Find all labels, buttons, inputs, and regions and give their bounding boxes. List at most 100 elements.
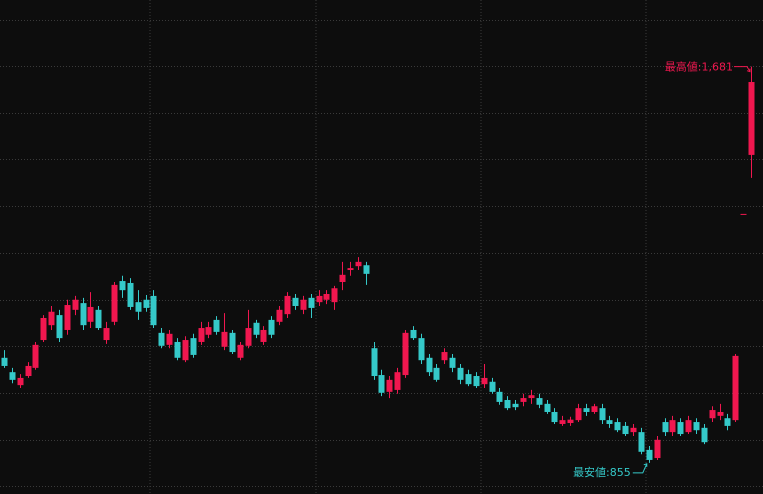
candle-body	[536, 398, 543, 405]
candle-body	[520, 398, 527, 402]
candle-body	[143, 299, 150, 308]
candle-body	[669, 420, 676, 433]
candle-body	[402, 332, 409, 376]
candle-body	[489, 381, 496, 392]
candle-body	[182, 340, 189, 361]
candle-body	[355, 261, 362, 267]
candle-body	[559, 420, 566, 424]
candle-body	[17, 377, 24, 386]
candle-body	[363, 265, 370, 274]
candle-body	[48, 311, 55, 326]
candle-body	[253, 322, 260, 335]
candle-body	[300, 299, 307, 310]
candle-body	[87, 306, 94, 322]
candle-body	[740, 213, 747, 215]
candle-body	[166, 333, 173, 345]
candle-body	[465, 374, 472, 385]
candle-body	[575, 408, 582, 421]
annotation-label: 最高値:1,681	[665, 60, 733, 74]
candle-body	[662, 422, 669, 433]
candle-body	[496, 391, 503, 402]
candle-body	[1, 357, 8, 366]
candle-body	[449, 357, 456, 368]
annotation-arrow	[632, 463, 648, 474]
candle-body	[677, 422, 684, 435]
candle-body	[284, 295, 291, 315]
candle-body	[551, 411, 558, 423]
candle-body	[481, 377, 488, 385]
candle-body	[410, 329, 417, 339]
candle-body	[347, 268, 354, 271]
candle-body	[323, 294, 330, 300]
candle-body	[213, 319, 220, 332]
vertical-grid	[149, 0, 647, 494]
candle-body	[119, 281, 126, 291]
candle-body	[331, 288, 338, 303]
candle-body	[418, 338, 425, 361]
candle-body	[339, 274, 346, 283]
candle-body	[9, 372, 16, 380]
candle-body	[64, 305, 71, 330]
candle-body	[260, 329, 267, 342]
candle-body	[654, 439, 661, 459]
candle-body	[544, 403, 551, 412]
candle-body	[693, 422, 700, 431]
candle-body	[80, 303, 87, 326]
candle-body	[378, 375, 385, 393]
candle-body	[386, 379, 393, 392]
candle-body	[441, 352, 448, 361]
candle-body	[268, 319, 275, 335]
candle-body	[316, 295, 323, 303]
candle-body	[308, 297, 315, 308]
candle-body	[25, 365, 32, 377]
candle-body	[646, 449, 653, 460]
candle-body	[40, 317, 47, 341]
candle-body	[591, 406, 598, 412]
candle-body	[245, 328, 252, 346]
candle-body	[237, 344, 244, 358]
candle-body	[205, 327, 212, 335]
candle-body	[198, 328, 205, 342]
candle-body	[504, 399, 511, 409]
candle-body	[103, 328, 110, 341]
candle-body	[583, 408, 590, 412]
candle-body	[190, 338, 197, 355]
candle-body	[732, 355, 739, 421]
candle-body	[394, 372, 401, 390]
candle-body	[622, 425, 629, 435]
candle-body	[473, 376, 480, 387]
candle-body	[599, 408, 606, 421]
candle-body	[426, 357, 433, 373]
candle-body	[638, 432, 645, 452]
candle-body	[158, 332, 165, 346]
candle-body	[32, 344, 39, 368]
candle-body	[150, 295, 157, 326]
candle-body	[685, 420, 692, 433]
candle-body	[229, 332, 236, 353]
candle-body	[724, 418, 731, 426]
candle-body	[111, 284, 118, 322]
candle-body	[457, 367, 464, 380]
candle-body	[433, 367, 440, 380]
candle-body	[606, 420, 613, 424]
candle-body	[135, 302, 142, 312]
candle-body	[174, 341, 181, 358]
candle-body	[276, 309, 283, 322]
candle-body	[748, 82, 755, 155]
candle-body	[72, 299, 79, 310]
candle-body	[701, 427, 708, 443]
candle-body	[528, 395, 535, 399]
candle-body	[56, 315, 63, 339]
annotation-arrow	[734, 66, 751, 73]
candle-body	[292, 297, 299, 306]
candle-body	[709, 410, 716, 419]
candle-body	[371, 348, 378, 377]
candle-body	[717, 411, 724, 416]
candle-body	[614, 422, 621, 431]
candle-body	[95, 309, 102, 329]
candle-body	[630, 427, 637, 433]
candle-body	[512, 403, 519, 408]
candle-body	[567, 419, 574, 424]
